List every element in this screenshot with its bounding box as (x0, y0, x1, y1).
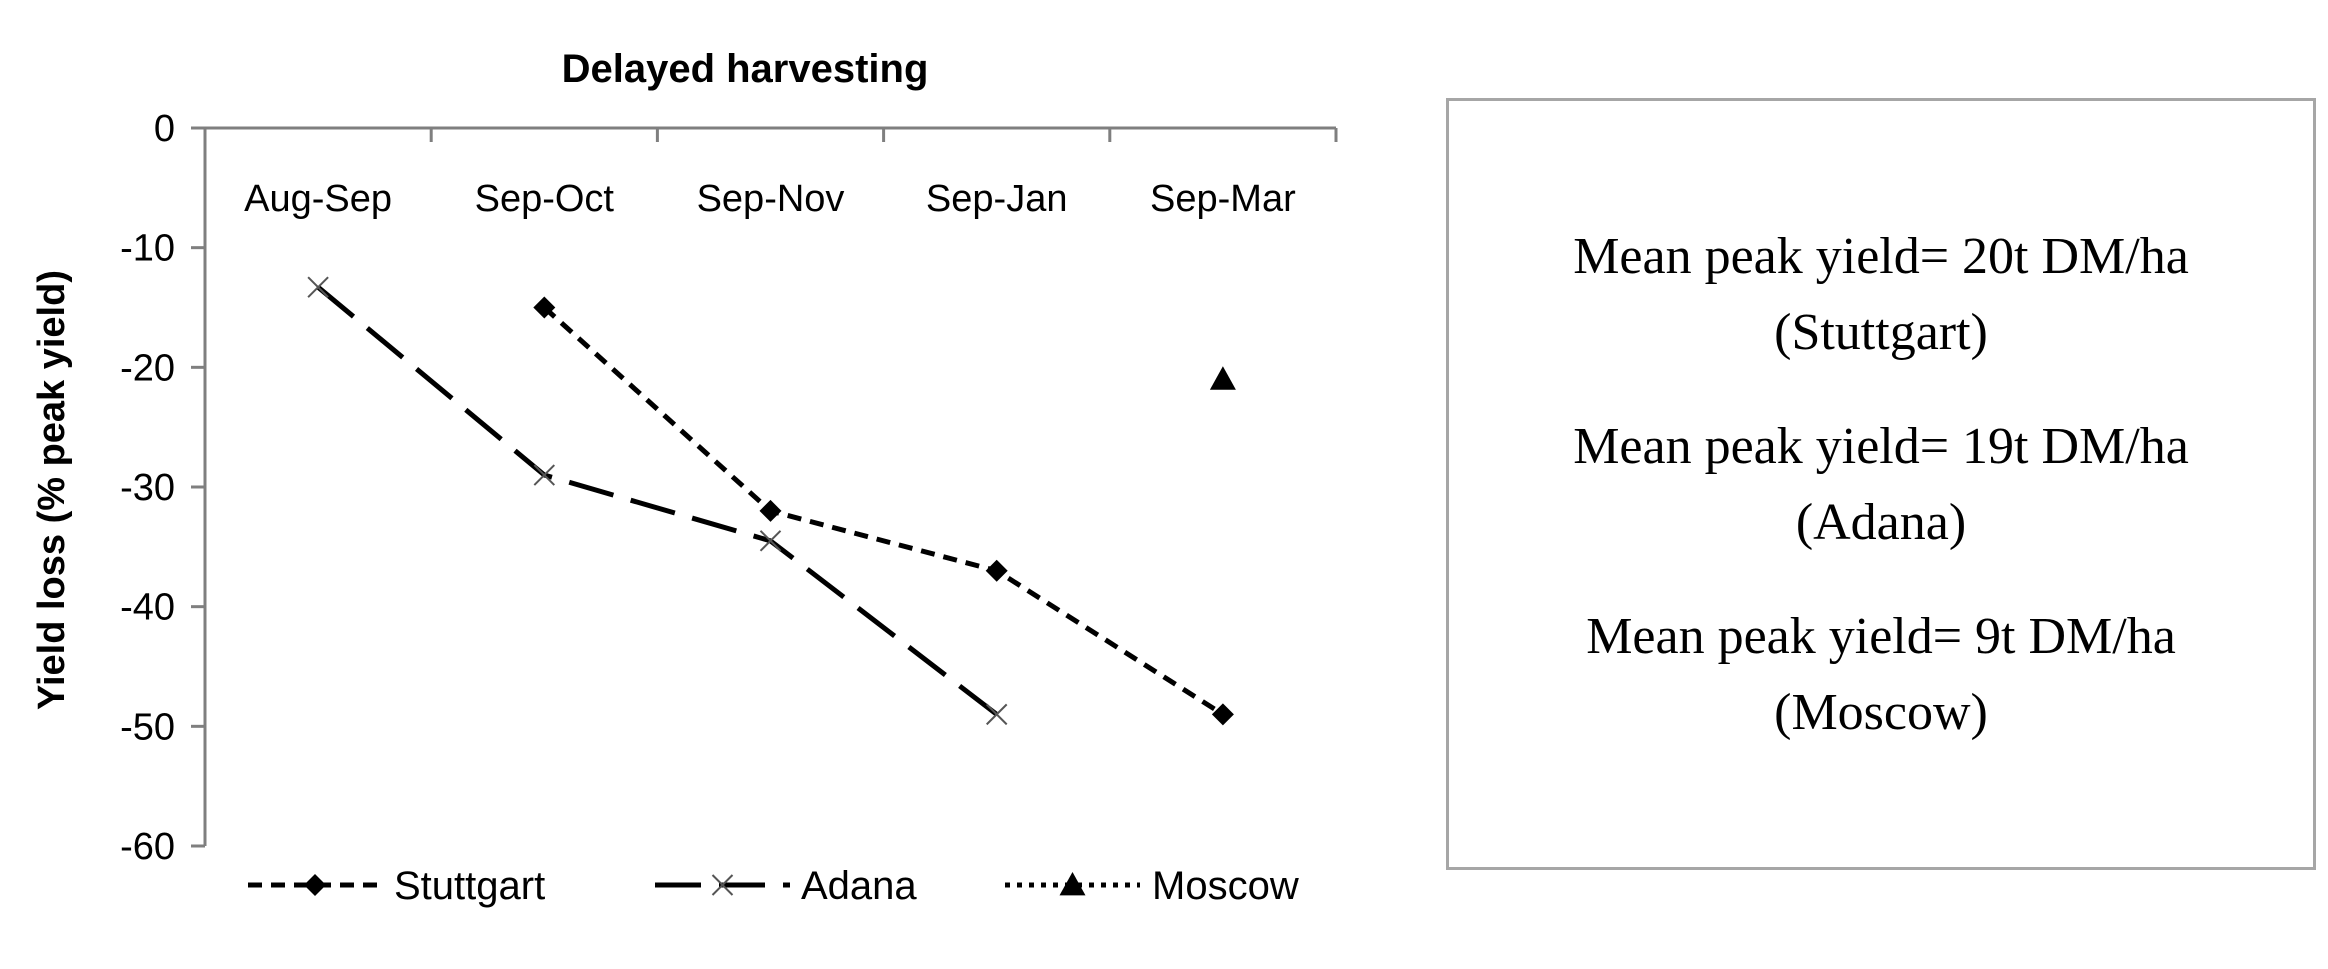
series-line-adana (316, 285, 999, 717)
x-marker-stroke (307, 276, 329, 298)
x-tick-label: Sep-Mar (1150, 178, 1296, 220)
data-point-stuttgart (985, 559, 1008, 582)
annotation-box: Mean peak yield= 20t DM/ha (Stuttgart) M… (1446, 98, 2316, 870)
note-moscow: Mean peak yield= 9t DM/ha (Moscow) (1449, 599, 2313, 751)
legend-marker-stuttgart (304, 874, 326, 896)
data-point-stuttgart (759, 499, 782, 522)
data-point-adana (985, 703, 1008, 726)
y-tick-label: -60 (120, 826, 175, 868)
data-point-stuttgart (533, 296, 556, 319)
axes (191, 126, 1338, 848)
x-tick-label: Aug-Sep (244, 178, 392, 220)
chart-title: Delayed harvesting (562, 47, 929, 91)
x-marker-stroke (759, 530, 782, 552)
legend-label-moscow: Moscow (1152, 864, 1299, 908)
series-moscow (1209, 366, 1236, 390)
data-point-adana (307, 276, 329, 298)
legend-marker-adana (711, 874, 734, 896)
y-tick-labels: 0 -10 -20 -30 -40 -50 -60 (120, 108, 175, 868)
y-tick-label: 0 (154, 108, 175, 150)
x-tick-label: Sep-Jan (926, 178, 1068, 220)
legend-label-adana: Adana (801, 864, 917, 908)
note-moscow-line2: (Moscow) (1774, 684, 1988, 741)
line-chart: Delayed harvesting Yield loss (% peak yi… (31, 47, 1338, 908)
y-tick-label: -20 (120, 347, 175, 389)
y-axis-label: Yield loss (% peak yield) (31, 270, 73, 710)
legend: Stuttgart Adana Moscow (248, 864, 1299, 908)
legend-marker-moscow (1059, 872, 1086, 896)
data-point-stuttgart (1211, 703, 1234, 726)
note-stuttgart-line1: Mean peak yield= 20t DM/ha (1573, 228, 2189, 285)
note-stuttgart: Mean peak yield= 20t DM/ha (Stuttgart) (1449, 219, 2313, 371)
x-tick-label: Sep-Nov (697, 178, 845, 220)
note-stuttgart-line2: (Stuttgart) (1774, 304, 1988, 361)
data-point-adana (759, 530, 782, 552)
note-adana-line1: Mean peak yield= 19t DM/ha (1573, 418, 2189, 475)
legend-label-stuttgart: Stuttgart (394, 864, 545, 908)
series-layer (307, 276, 1236, 726)
x-tick-label: Sep-Oct (475, 178, 615, 220)
x-tick-labels: Aug-Sep Sep-Oct Sep-Nov Sep-Jan Sep-Mar (244, 178, 1296, 220)
legend-item-moscow: Moscow (1005, 864, 1299, 908)
note-moscow-line1: Mean peak yield= 9t DM/ha (1586, 608, 2176, 665)
x-marker-stroke (711, 874, 734, 896)
series-stuttgart (533, 296, 1234, 726)
series-adana (307, 276, 1008, 726)
data-point-adana (533, 464, 556, 486)
legend-item-adana: Adana (655, 864, 917, 908)
note-adana: Mean peak yield= 19t DM/ha (Adana) (1449, 409, 2313, 561)
note-adana-line2: (Adana) (1795, 494, 1967, 551)
y-tick-label: -30 (120, 467, 175, 509)
data-point-moscow (1209, 366, 1236, 390)
series-line-stuttgart (542, 305, 1225, 717)
x-marker-stroke (985, 703, 1008, 726)
y-tick-label: -40 (120, 587, 175, 629)
legend-item-stuttgart: Stuttgart (248, 864, 545, 908)
x-marker-stroke (533, 464, 556, 486)
y-tick-label: -10 (120, 228, 175, 270)
y-tick-label: -50 (120, 706, 175, 748)
